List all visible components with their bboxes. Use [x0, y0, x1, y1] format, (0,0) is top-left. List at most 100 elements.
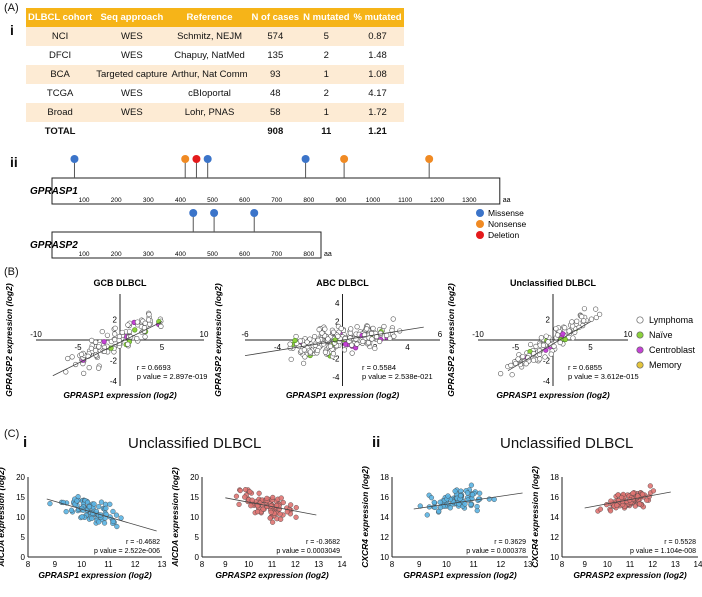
cell: 11 — [321, 126, 332, 137]
trend-line — [584, 491, 671, 509]
table-row: Broad WES Lohr, PNAS 58 1 1.72 — [26, 103, 404, 122]
cell: 1.72 — [351, 103, 404, 122]
r-value: r = -0.4682 — [126, 539, 160, 546]
p-value: p value = 0.0003049 — [276, 548, 340, 555]
y-tick-label: 10 — [16, 513, 25, 522]
y-tick-label: 18 — [380, 473, 389, 482]
data-point — [553, 326, 559, 332]
data-point — [330, 351, 337, 357]
data-point — [91, 501, 97, 507]
header-seq: Seq approach — [94, 8, 170, 27]
data-point — [47, 501, 53, 507]
data-point — [110, 518, 116, 525]
data-point — [464, 490, 471, 496]
cell: 1 — [301, 103, 352, 122]
data-point — [515, 356, 521, 362]
y-axis-label: GPRASP2 expression (log2) — [4, 283, 14, 397]
cell: 5 — [301, 27, 352, 46]
data-point — [255, 503, 261, 509]
x-tick-label: 9 — [223, 560, 228, 569]
mutation-nonsense — [425, 155, 434, 163]
aa-tick-label: 400 — [175, 251, 186, 258]
table-row: BCA Targeted capture Arthur, Nat Comm 93 1 1.… — [26, 65, 404, 84]
lollipop-plot: GPRASP1 aa 100 200 300 400 500 600 700 800 900 1000… — [30, 155, 527, 259]
cell: WES — [121, 50, 143, 61]
data-point — [424, 512, 430, 518]
data-point — [316, 327, 322, 333]
data-point — [508, 362, 514, 368]
x-tick-label: 8 — [390, 560, 395, 569]
data-point — [364, 326, 370, 332]
x-tick-label: 13 — [524, 560, 533, 569]
x-tick-label: 6 — [438, 330, 443, 339]
data-point — [74, 498, 80, 504]
data-point — [390, 316, 396, 322]
data-point — [369, 330, 375, 337]
cohort-table: DLBCL cohort Seq approach Reference N of… — [26, 8, 404, 141]
trend-line — [244, 326, 424, 357]
table-row: TCGA WES cBIoportal 48 2 4.17 — [26, 84, 404, 103]
legend-nonsense-marker — [476, 220, 484, 228]
r-value: r = 0.6855 — [568, 363, 602, 372]
data-point — [581, 318, 587, 324]
data-point — [134, 319, 141, 325]
data-point — [474, 503, 480, 510]
y-tick-label: 4 — [335, 299, 340, 308]
data-point — [428, 495, 435, 501]
p-value: p value = 2.897e-019 — [137, 372, 208, 381]
data-point — [566, 328, 572, 334]
aa-tick-label: 300 — [143, 197, 154, 204]
x-tick-label: 12 — [131, 560, 140, 569]
data-point — [469, 492, 476, 498]
x-tick-label: 13 — [314, 560, 323, 569]
aa-unit-label: aa — [503, 197, 511, 204]
data-point — [391, 333, 397, 339]
data-point — [477, 490, 483, 496]
data-point — [431, 499, 437, 506]
data-point — [96, 504, 102, 510]
panel-label-c-i: i — [23, 434, 28, 451]
data-point — [562, 325, 568, 331]
data-point — [335, 333, 341, 339]
header-reference: Reference — [169, 8, 250, 27]
data-point — [597, 311, 603, 317]
mutation-missense — [70, 155, 79, 163]
data-point — [574, 318, 580, 324]
data-point — [237, 487, 243, 494]
data-point — [452, 488, 458, 494]
data-point — [65, 355, 71, 362]
y-axis-label: CXCR4 expression (log2) — [360, 466, 370, 568]
x-tick-label: 4 — [405, 343, 410, 352]
cell: NCI — [26, 27, 95, 46]
r-value: r = 0.3629 — [494, 539, 526, 546]
data-point — [369, 336, 375, 342]
gene-label: GPRASP1 — [30, 186, 78, 197]
data-point — [551, 343, 557, 349]
y-tick-label: 12 — [550, 533, 559, 542]
y-tick-label: -2 — [543, 356, 551, 365]
data-point — [437, 504, 444, 511]
data-point — [98, 499, 105, 505]
aa-tick-label: 500 — [207, 251, 218, 258]
cell: Arthur, Nat Comm — [169, 65, 250, 84]
data-point — [63, 509, 69, 515]
data-point — [458, 493, 464, 499]
data-point — [301, 347, 307, 353]
data-point — [377, 338, 383, 345]
data-point — [327, 343, 333, 349]
panel-label-b: (B) — [4, 266, 19, 278]
data-point — [260, 506, 266, 512]
cell: 135 — [267, 50, 284, 61]
y-tick-label: -2 — [110, 356, 118, 365]
legend-nonsense-label: Nonsense — [488, 219, 527, 229]
data-point — [288, 502, 294, 508]
cell: 1.21 — [368, 126, 387, 137]
header-n-mutated: N mutated — [301, 8, 352, 27]
cell: cBIoportal — [188, 88, 231, 99]
c-title-left: Unclassified DLBCL — [128, 435, 262, 452]
r-value: r = 0.5528 — [664, 539, 696, 546]
data-point — [542, 354, 548, 360]
protein-bar-gprasp2 — [51, 231, 322, 259]
cell: 574 — [249, 27, 302, 46]
data-point — [96, 519, 102, 525]
